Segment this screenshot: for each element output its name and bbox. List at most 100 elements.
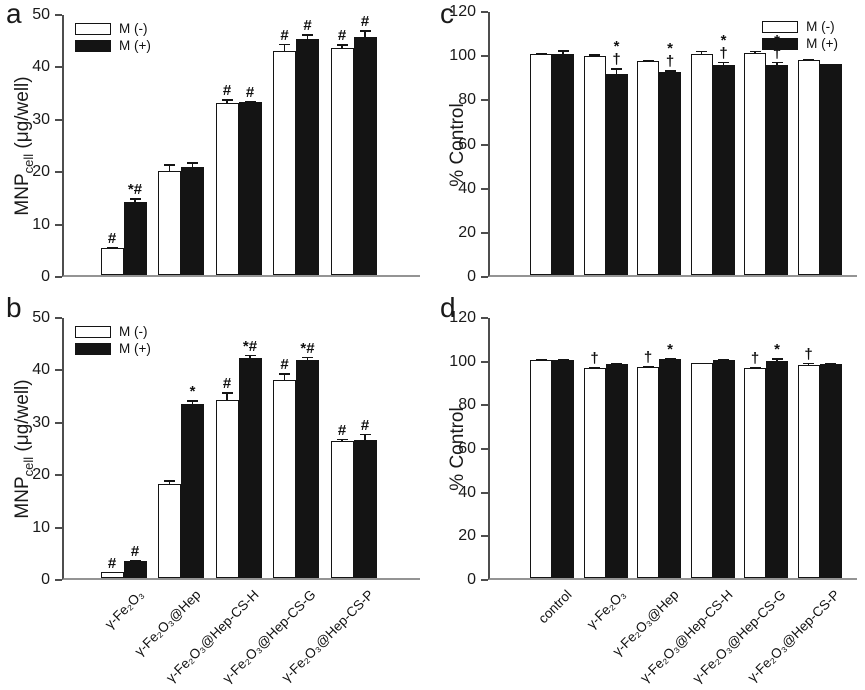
significance-annotation: * †	[665, 40, 675, 71]
error-bar	[107, 246, 117, 249]
bar-m-plus	[819, 63, 842, 275]
x-category-label: γ-Fe₂O₃@Hep-CS-P	[744, 587, 843, 685]
bar-m-plus: *#	[238, 339, 262, 578]
panel-label-a: a	[6, 0, 22, 29]
significance-annotation: #	[337, 27, 347, 45]
y-axis-tick	[55, 171, 62, 174]
bar-m-minus	[637, 59, 659, 275]
significance-annotation: #	[130, 542, 140, 560]
bar-m-plus	[181, 162, 204, 275]
bar-m-plus: #	[296, 18, 319, 275]
significance-annotation: *	[189, 383, 196, 401]
significance-annotation: #	[107, 554, 117, 572]
error-bar	[589, 367, 599, 370]
bar-m-minus	[530, 53, 552, 275]
significance-annotation: †	[804, 345, 813, 363]
legend: M (-) M (+)	[75, 22, 151, 52]
y-tick-label: 20	[32, 163, 50, 181]
panel-b: b # # * # *# # *# # #0 10 20 30 40 50 MNPcell (μg/well…	[0, 290, 432, 690]
significance-annotation: *#	[242, 337, 258, 355]
y-axis-tick	[55, 276, 62, 278]
y-axis-tick	[55, 14, 62, 16]
bar-m-plus: *	[659, 342, 681, 578]
y-tick-label: 120	[449, 3, 476, 20]
y-axis-title: MNPcell (μg/well)	[12, 379, 36, 519]
bar-m-minus: #	[215, 83, 239, 275]
significance-annotation: †	[590, 350, 599, 368]
y-axis-title: % Control	[447, 102, 468, 187]
y-axis-tick	[481, 317, 488, 319]
legend-swatch-pos	[75, 342, 111, 355]
y-axis-tick	[55, 223, 62, 226]
legend-item: M (-)	[762, 20, 838, 33]
legend: M (-) M (+)	[75, 325, 151, 355]
bar-m-plus: #	[353, 418, 377, 578]
legend-swatch-pos	[762, 37, 799, 50]
y-axis-tick	[55, 421, 62, 424]
plot-area-c: * † * † * † * †	[488, 12, 857, 277]
bar-m-plus: *	[181, 384, 204, 578]
error-bar	[130, 198, 140, 203]
plot-area-d: † † * † * †	[488, 318, 857, 580]
y-axis-tick	[55, 317, 62, 319]
x-category-label: γ-Fe₂O₃	[583, 587, 629, 632]
legend-label: M (+)	[119, 341, 151, 356]
error-bar	[558, 50, 568, 56]
bar-m-minus: #	[273, 28, 296, 275]
significance-annotation: *	[774, 341, 780, 359]
panel-label-d: d	[440, 292, 456, 323]
y-tick-label: 100	[449, 352, 476, 370]
bar-m-minus	[744, 50, 766, 275]
bar-m-plus: * †	[712, 33, 735, 275]
bar-m-plus	[552, 359, 574, 578]
error-bar	[302, 356, 312, 362]
error-bar	[643, 366, 653, 369]
bar-m-minus	[583, 54, 606, 275]
y-axis-tick	[481, 276, 488, 278]
bar-m-plus	[712, 359, 735, 578]
error-bar	[643, 59, 653, 62]
bar-m-minus: †	[797, 347, 820, 578]
panel-label-c: c	[440, 0, 454, 29]
bar-m-minus	[530, 359, 552, 578]
error-bar	[360, 30, 370, 38]
bar-m-minus	[158, 164, 181, 275]
error-bar	[750, 367, 760, 370]
error-bar	[245, 101, 255, 104]
y-tick-label: 0	[41, 268, 50, 285]
legend-label: M (-)	[119, 324, 148, 339]
y-tick-label: 50	[32, 6, 50, 23]
y-axis-tick	[481, 535, 488, 538]
error-bar	[360, 433, 370, 442]
panel-c: c * † * † * † * † 0 20 40 60 80 100 120 % Control M …	[432, 0, 865, 290]
x-category-label: γ-Fe₂O₃@Hep-CS-G	[689, 587, 789, 686]
significance-annotation: #	[360, 416, 370, 434]
legend-item: M (+)	[75, 39, 151, 52]
y-axis-tick	[55, 66, 62, 69]
y-tick-label: 50	[32, 309, 50, 326]
error-bar	[130, 559, 140, 562]
bar-m-minus: #	[215, 376, 239, 578]
error-bar	[164, 164, 174, 173]
error-bar	[611, 363, 621, 366]
significance-annotation: #	[222, 375, 232, 393]
significance-annotation: #	[280, 26, 289, 44]
error-bar	[302, 33, 312, 41]
y-axis-tick	[481, 491, 488, 494]
bar-m-plus	[605, 363, 628, 578]
y-axis-tick	[481, 143, 488, 146]
y-tick-label: 120	[449, 309, 476, 326]
bar-m-plus: *#	[123, 182, 147, 275]
y-tick-label: 40	[32, 361, 50, 379]
error-bar	[718, 359, 728, 362]
panel-d: d † † * † * † 0 20 40 60 80 100 120% Control control γ…	[432, 290, 865, 690]
legend-label: M (-)	[119, 21, 148, 36]
y-tick-label: 20	[458, 223, 476, 241]
error-bar	[222, 98, 232, 105]
error-bar	[536, 359, 546, 362]
y-axis-title: % Control	[447, 407, 468, 491]
error-bar	[696, 50, 706, 56]
significance-annotation: #	[245, 84, 255, 101]
legend-label: M (+)	[119, 38, 151, 53]
error-bar	[825, 363, 835, 366]
